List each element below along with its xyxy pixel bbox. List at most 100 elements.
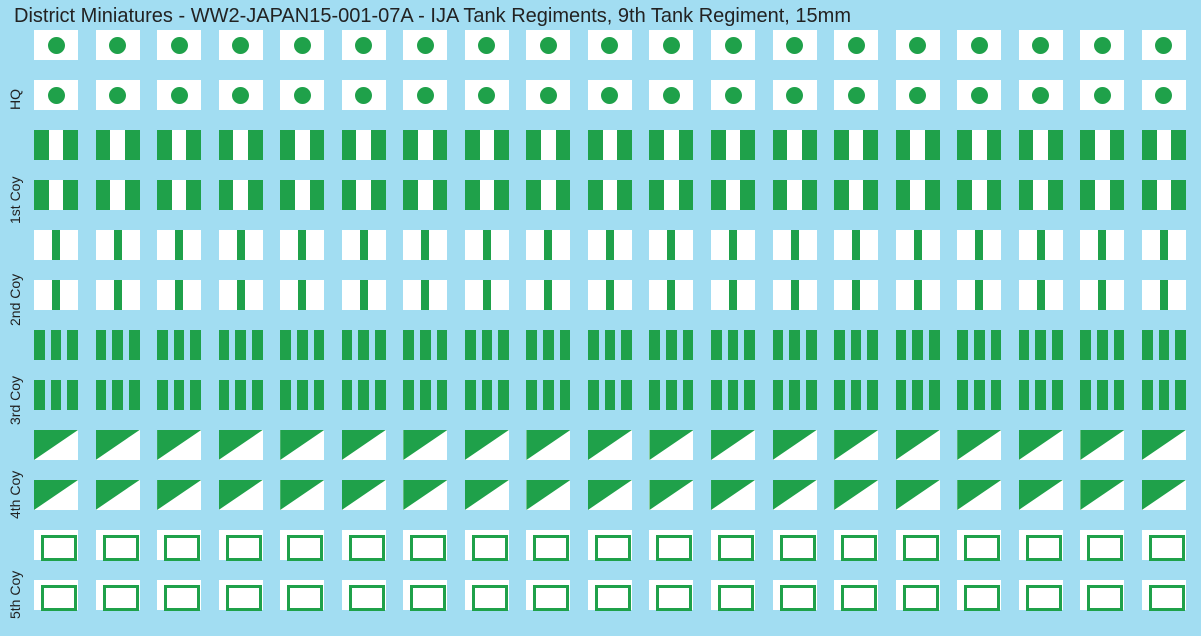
decal-coy1	[649, 180, 693, 210]
decal-coy2	[403, 280, 447, 310]
decal-coy5	[957, 530, 1001, 560]
decal-coy4	[711, 480, 755, 510]
decal-coy1	[96, 130, 140, 160]
decal-coy1	[280, 130, 324, 160]
decal-coy3	[219, 380, 263, 410]
row-label-coy1: 1st Coy	[7, 160, 23, 240]
decal-coy1	[896, 180, 940, 210]
decal-coy4	[1142, 480, 1186, 510]
decal-coy4	[96, 480, 140, 510]
decal-coy5	[1142, 530, 1186, 560]
decal-row	[30, 480, 1190, 510]
decal-hq	[34, 30, 78, 60]
decal-coy3	[465, 380, 509, 410]
decal-coy2	[219, 280, 263, 310]
decal-coy1	[1080, 130, 1124, 160]
decal-coy4	[403, 430, 447, 460]
decal-coy5	[711, 530, 755, 560]
decal-coy2	[957, 230, 1001, 260]
decal-coy3	[157, 330, 201, 360]
decal-coy5	[1080, 530, 1124, 560]
decal-coy1	[1019, 180, 1063, 210]
decal-hq	[96, 30, 140, 60]
decal-coy2	[157, 230, 201, 260]
decal-coy5	[1019, 580, 1063, 610]
decal-coy1	[834, 130, 878, 160]
decal-coy4	[1080, 430, 1124, 460]
decal-coy3	[34, 330, 78, 360]
decal-coy5	[157, 580, 201, 610]
decal-coy2	[157, 280, 201, 310]
decal-hq	[219, 80, 263, 110]
decal-coy2	[342, 280, 386, 310]
decal-coy4	[588, 480, 632, 510]
decal-coy5	[773, 530, 817, 560]
decal-coy4	[157, 480, 201, 510]
decal-hq	[1142, 80, 1186, 110]
decal-row	[30, 380, 1190, 410]
decal-coy1	[834, 180, 878, 210]
decal-coy5	[896, 530, 940, 560]
decal-row	[30, 80, 1190, 110]
decal-coy1	[403, 180, 447, 210]
row-label-coy3: 3rd Coy	[7, 360, 23, 440]
decal-hq	[1080, 30, 1124, 60]
row-label-coy5: 5th Coy	[7, 555, 23, 635]
decal-coy1	[280, 180, 324, 210]
decal-coy1	[588, 180, 632, 210]
decal-coy2	[342, 230, 386, 260]
decal-coy2	[896, 230, 940, 260]
decal-coy1	[773, 180, 817, 210]
decal-coy3	[342, 330, 386, 360]
decal-hq	[526, 30, 570, 60]
decal-coy5	[649, 580, 693, 610]
decal-hq	[711, 80, 755, 110]
decal-coy4	[280, 480, 324, 510]
decal-hq	[649, 80, 693, 110]
decal-coy1	[34, 130, 78, 160]
decal-hq	[219, 30, 263, 60]
decal-coy1	[1142, 180, 1186, 210]
decal-coy2	[649, 280, 693, 310]
decal-coy5	[834, 530, 878, 560]
decal-coy2	[465, 230, 509, 260]
decal-coy2	[280, 280, 324, 310]
row-label-coy4: 4th Coy	[7, 455, 23, 535]
decal-coy1	[588, 130, 632, 160]
decal-hq	[342, 80, 386, 110]
decal-coy3	[1019, 330, 1063, 360]
decal-coy3	[1019, 380, 1063, 410]
decal-coy1	[526, 130, 570, 160]
decal-coy1	[957, 130, 1001, 160]
decal-coy1	[342, 130, 386, 160]
decal-coy2	[526, 280, 570, 310]
decal-hq	[157, 30, 201, 60]
decal-coy5	[1142, 580, 1186, 610]
decal-coy4	[834, 430, 878, 460]
decal-coy4	[896, 480, 940, 510]
decal-coy1	[711, 130, 755, 160]
decal-coy5	[465, 530, 509, 560]
decal-coy2	[1142, 230, 1186, 260]
decal-hq	[342, 30, 386, 60]
decal-coy2	[465, 280, 509, 310]
decal-coy2	[773, 230, 817, 260]
decal-coy4	[34, 480, 78, 510]
decal-coy1	[711, 180, 755, 210]
decal-hq	[1019, 80, 1063, 110]
decal-coy5	[342, 530, 386, 560]
decal-coy4	[280, 430, 324, 460]
decal-coy2	[773, 280, 817, 310]
decal-hq	[957, 80, 1001, 110]
decal-coy2	[526, 230, 570, 260]
decal-coy3	[649, 380, 693, 410]
decal-coy3	[403, 330, 447, 360]
decal-coy5	[834, 580, 878, 610]
decal-hq	[649, 30, 693, 60]
decal-coy2	[34, 230, 78, 260]
decal-coy5	[1080, 580, 1124, 610]
decal-coy2	[834, 230, 878, 260]
decal-hq	[280, 80, 324, 110]
decal-coy4	[1142, 430, 1186, 460]
decal-coy4	[773, 430, 817, 460]
